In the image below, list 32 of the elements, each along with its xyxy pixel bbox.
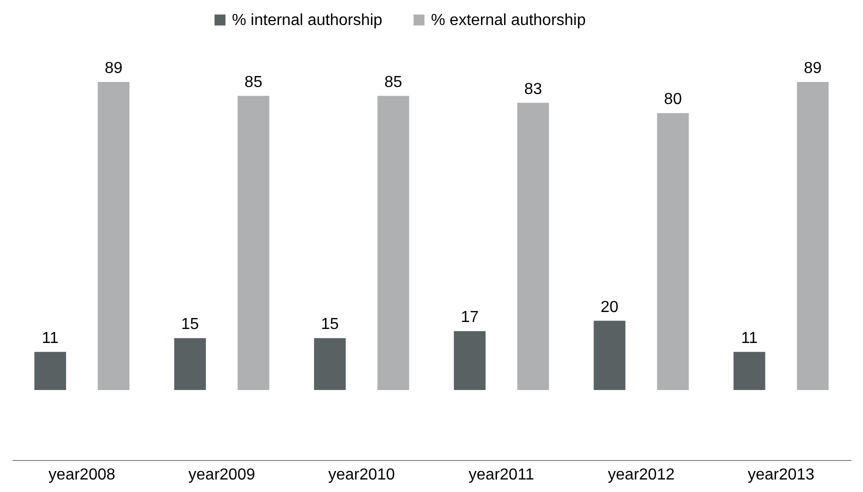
bar [314,338,346,390]
data-label: 17 [460,309,479,326]
bar [594,320,626,390]
data-label: 20 [600,298,619,316]
x-tick-label: year2012 [608,466,675,484]
bar [238,96,270,390]
x-tick-label: year2009 [188,466,256,484]
bar [174,338,206,390]
x-tick-label: year2010 [328,466,396,484]
bar [517,102,549,390]
data-label: 89 [104,60,123,77]
bar [377,96,410,390]
data-label: 11 [741,330,758,347]
bar [657,113,689,390]
bar [796,82,829,390]
bar [454,331,486,390]
x-tick-label: year2008 [48,466,116,484]
data-label: 85 [244,74,262,91]
data-label: 15 [320,316,339,334]
bar [34,352,66,390]
data-label: 11 [42,330,59,347]
x-tick-label: year2013 [748,466,815,484]
legend-label: % external authorship [431,12,586,29]
legend-label: % internal authorship [232,12,382,29]
data-label: 89 [804,60,822,77]
data-label: 83 [524,80,542,98]
data-label: 15 [181,316,200,334]
data-label: 85 [384,74,402,91]
bar [734,352,766,390]
data-label: 80 [664,91,682,108]
x-tick-label: year2011 [468,466,534,484]
bar [98,82,130,390]
